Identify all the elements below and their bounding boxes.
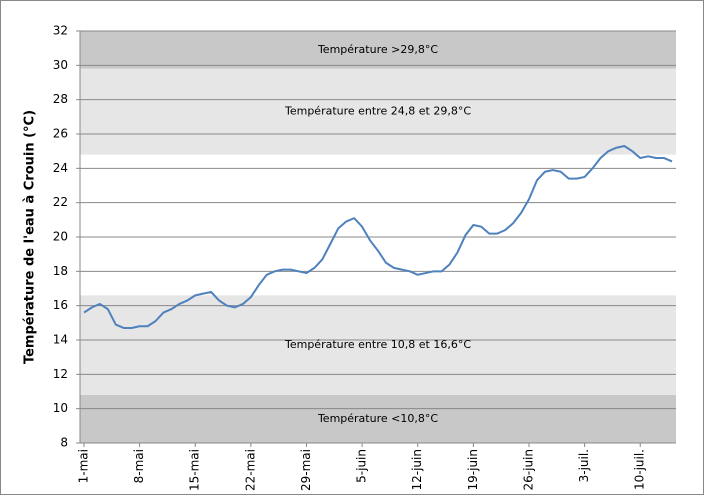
y-tick-label: 22	[53, 195, 68, 209]
x-tick-label: 19-juin	[466, 449, 480, 490]
y-axis-label: Température de l'eau à Crouin (°C)	[23, 110, 38, 364]
band-label: Température entre 10,8 et 16,6°C	[284, 338, 471, 351]
x-tick-label: 8-mai	[132, 449, 146, 483]
x-tick-label: 3-juil.	[577, 449, 591, 482]
x-tick-label: 15-mai	[188, 449, 202, 491]
y-tick-label: 26	[53, 127, 68, 141]
y-tick-label: 20	[53, 230, 68, 244]
y-tick-label: 8	[60, 436, 68, 450]
x-tick-label: 26-juin	[521, 449, 535, 490]
band-label: Température >29,8°C	[317, 43, 438, 56]
y-tick-label: 12	[53, 367, 68, 381]
band-label: Température entre 24,8 et 29,8°C	[284, 105, 471, 118]
x-tick-label: 10-juil.	[633, 449, 647, 490]
x-tick-label: 29-mai	[299, 449, 313, 491]
band	[80, 394, 676, 443]
y-tick-label: 18	[53, 264, 68, 278]
line	[83, 145, 673, 329]
band-label: Température <10,8°C	[317, 412, 438, 425]
y-tick-label: 32	[53, 24, 68, 38]
band	[80, 31, 676, 69]
y-tick-label: 10	[53, 401, 68, 415]
x-tick-label: 22-mai	[243, 449, 257, 491]
band	[80, 295, 676, 395]
y-tick-label: 28	[53, 92, 68, 106]
x-tick-label: 12-juin	[410, 449, 424, 490]
x-tick-label: 1-mai	[76, 449, 90, 483]
y-tick-label: 30	[53, 58, 68, 72]
y-tick-label: 16	[53, 298, 68, 312]
y-tick-label: 14	[53, 333, 68, 347]
band	[80, 68, 676, 155]
x-tick-label: 5-juin	[355, 449, 369, 483]
y-tick-label: 24	[53, 161, 68, 175]
